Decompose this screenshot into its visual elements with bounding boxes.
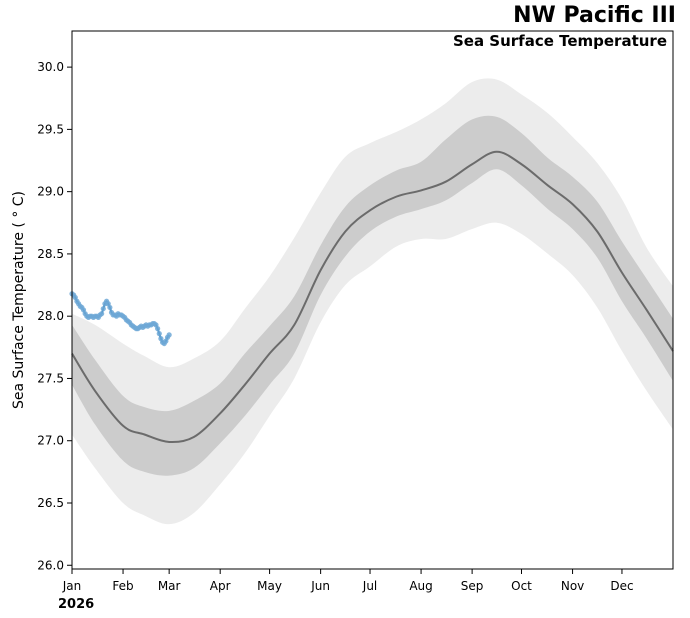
x-tick-label-jan: Jan (62, 579, 82, 593)
observed-point-day-60 (166, 332, 172, 338)
y-axis: 26.0 26.5 27.0 27.5 28.0 28.5 29.0 29.5 30.0 (37, 60, 72, 572)
y-tick-label-27.5: 27.5 (37, 371, 64, 385)
x-tick-label-aug: Aug (409, 579, 432, 593)
y-tick-label-28.5: 28.5 (37, 247, 64, 261)
x-tick-label-feb: Feb (112, 579, 133, 593)
inner-percentile-band-layer (72, 115, 673, 476)
x-tick-label-jul: Jul (362, 579, 377, 593)
y-tick-label-26.5: 26.5 (37, 496, 64, 510)
x-tick-label-sep: Sep (461, 579, 484, 593)
x-tick-label-apr: Apr (210, 579, 231, 593)
x-tick-label-jun: Jun (310, 579, 330, 593)
x-tick-label-dec: Dec (610, 579, 633, 593)
x-tick-label-may: May (257, 579, 282, 593)
y-tick-label-30: 30.0 (37, 60, 64, 74)
observed-point-day-19 (99, 311, 105, 317)
climatology-mean-line (71, 150, 674, 444)
chart-title: NW Pacific III (513, 3, 676, 28)
inner-percentile-band (72, 115, 673, 476)
y-tick-label-29.5: 29.5 (37, 122, 64, 136)
x-tick-label-oct: Oct (511, 579, 532, 593)
y-tick-label-27: 27.0 (37, 434, 64, 448)
y-tick-label-26: 26.0 (37, 558, 64, 572)
climatology-mean-layer (71, 150, 674, 444)
x-axis: Jan Feb Mar Apr May Jun Jul Aug Sep Oct Nov Dec (62, 569, 634, 593)
observed-point-day-20 (100, 306, 106, 312)
x-tick-label-mar: Mar (158, 579, 181, 593)
y-tick-label-29: 29.0 (37, 185, 64, 199)
observed-series-layer (69, 291, 172, 347)
y-axis-label: Sea Surface Temperature ( ° C) (11, 190, 27, 410)
observed-point-day-53 (155, 326, 161, 332)
observed-point-day-24 (107, 304, 113, 311)
x-tick-label-nov: Nov (561, 579, 584, 593)
observed-point-day-54 (156, 331, 162, 337)
chart-subtitle: Sea Surface Temperature (452, 32, 667, 50)
year-label: 2026 (58, 597, 95, 612)
y-tick-label-28: 28.0 (37, 309, 64, 323)
plot-frame (71, 30, 674, 570)
